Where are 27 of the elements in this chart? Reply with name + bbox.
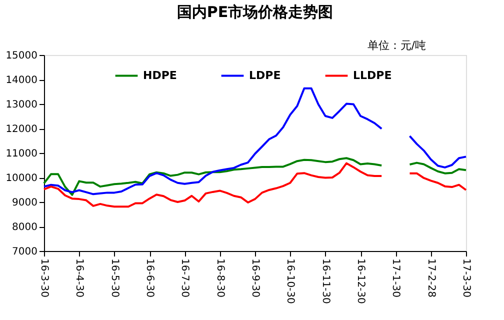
y-tick-label: 7000 bbox=[12, 246, 38, 258]
y-tick-label: 10000 bbox=[6, 173, 38, 184]
x-tick-label: 17-3-30 bbox=[460, 258, 472, 298]
x-tick-label: 17-1-30 bbox=[390, 258, 402, 298]
x-tick-label: 16-8-30 bbox=[214, 258, 226, 298]
legend-label: LLDPE bbox=[353, 68, 392, 82]
x-tick-label: 16-7-30 bbox=[179, 258, 190, 298]
y-tick-label: 13000 bbox=[6, 100, 38, 110]
legend-label: HDPE bbox=[143, 68, 177, 82]
y-tick-label: 14000 bbox=[6, 75, 38, 86]
legend-label: LDPE bbox=[249, 68, 281, 82]
x-tick-label: 17-2-28 bbox=[425, 258, 436, 298]
x-tick-label: 16-6-30 bbox=[144, 258, 155, 298]
x-tick-label: 16-3-30 bbox=[38, 258, 50, 298]
y-tick-label: 12000 bbox=[6, 124, 38, 135]
x-tick-label: 16-9-30 bbox=[250, 258, 260, 298]
x-tick-label: 16-12-30 bbox=[355, 258, 366, 304]
y-tick-label: 9000 bbox=[12, 198, 38, 208]
text: 单位：元/吨 bbox=[367, 39, 426, 52]
x-tick-label: 16-4-30 bbox=[74, 258, 85, 298]
y-tick-label: 11000 bbox=[6, 148, 38, 160]
x-tick-label: 16-10-30 bbox=[284, 258, 296, 304]
y-tick-label: 15000 bbox=[6, 50, 38, 62]
chart-title: 国内PE市场价格走势图 bbox=[176, 3, 334, 21]
x-tick-label: 16-5-30 bbox=[108, 258, 120, 298]
y-tick-label: 8000 bbox=[12, 222, 38, 233]
x-tick-label: 16-11-30 bbox=[320, 258, 331, 304]
